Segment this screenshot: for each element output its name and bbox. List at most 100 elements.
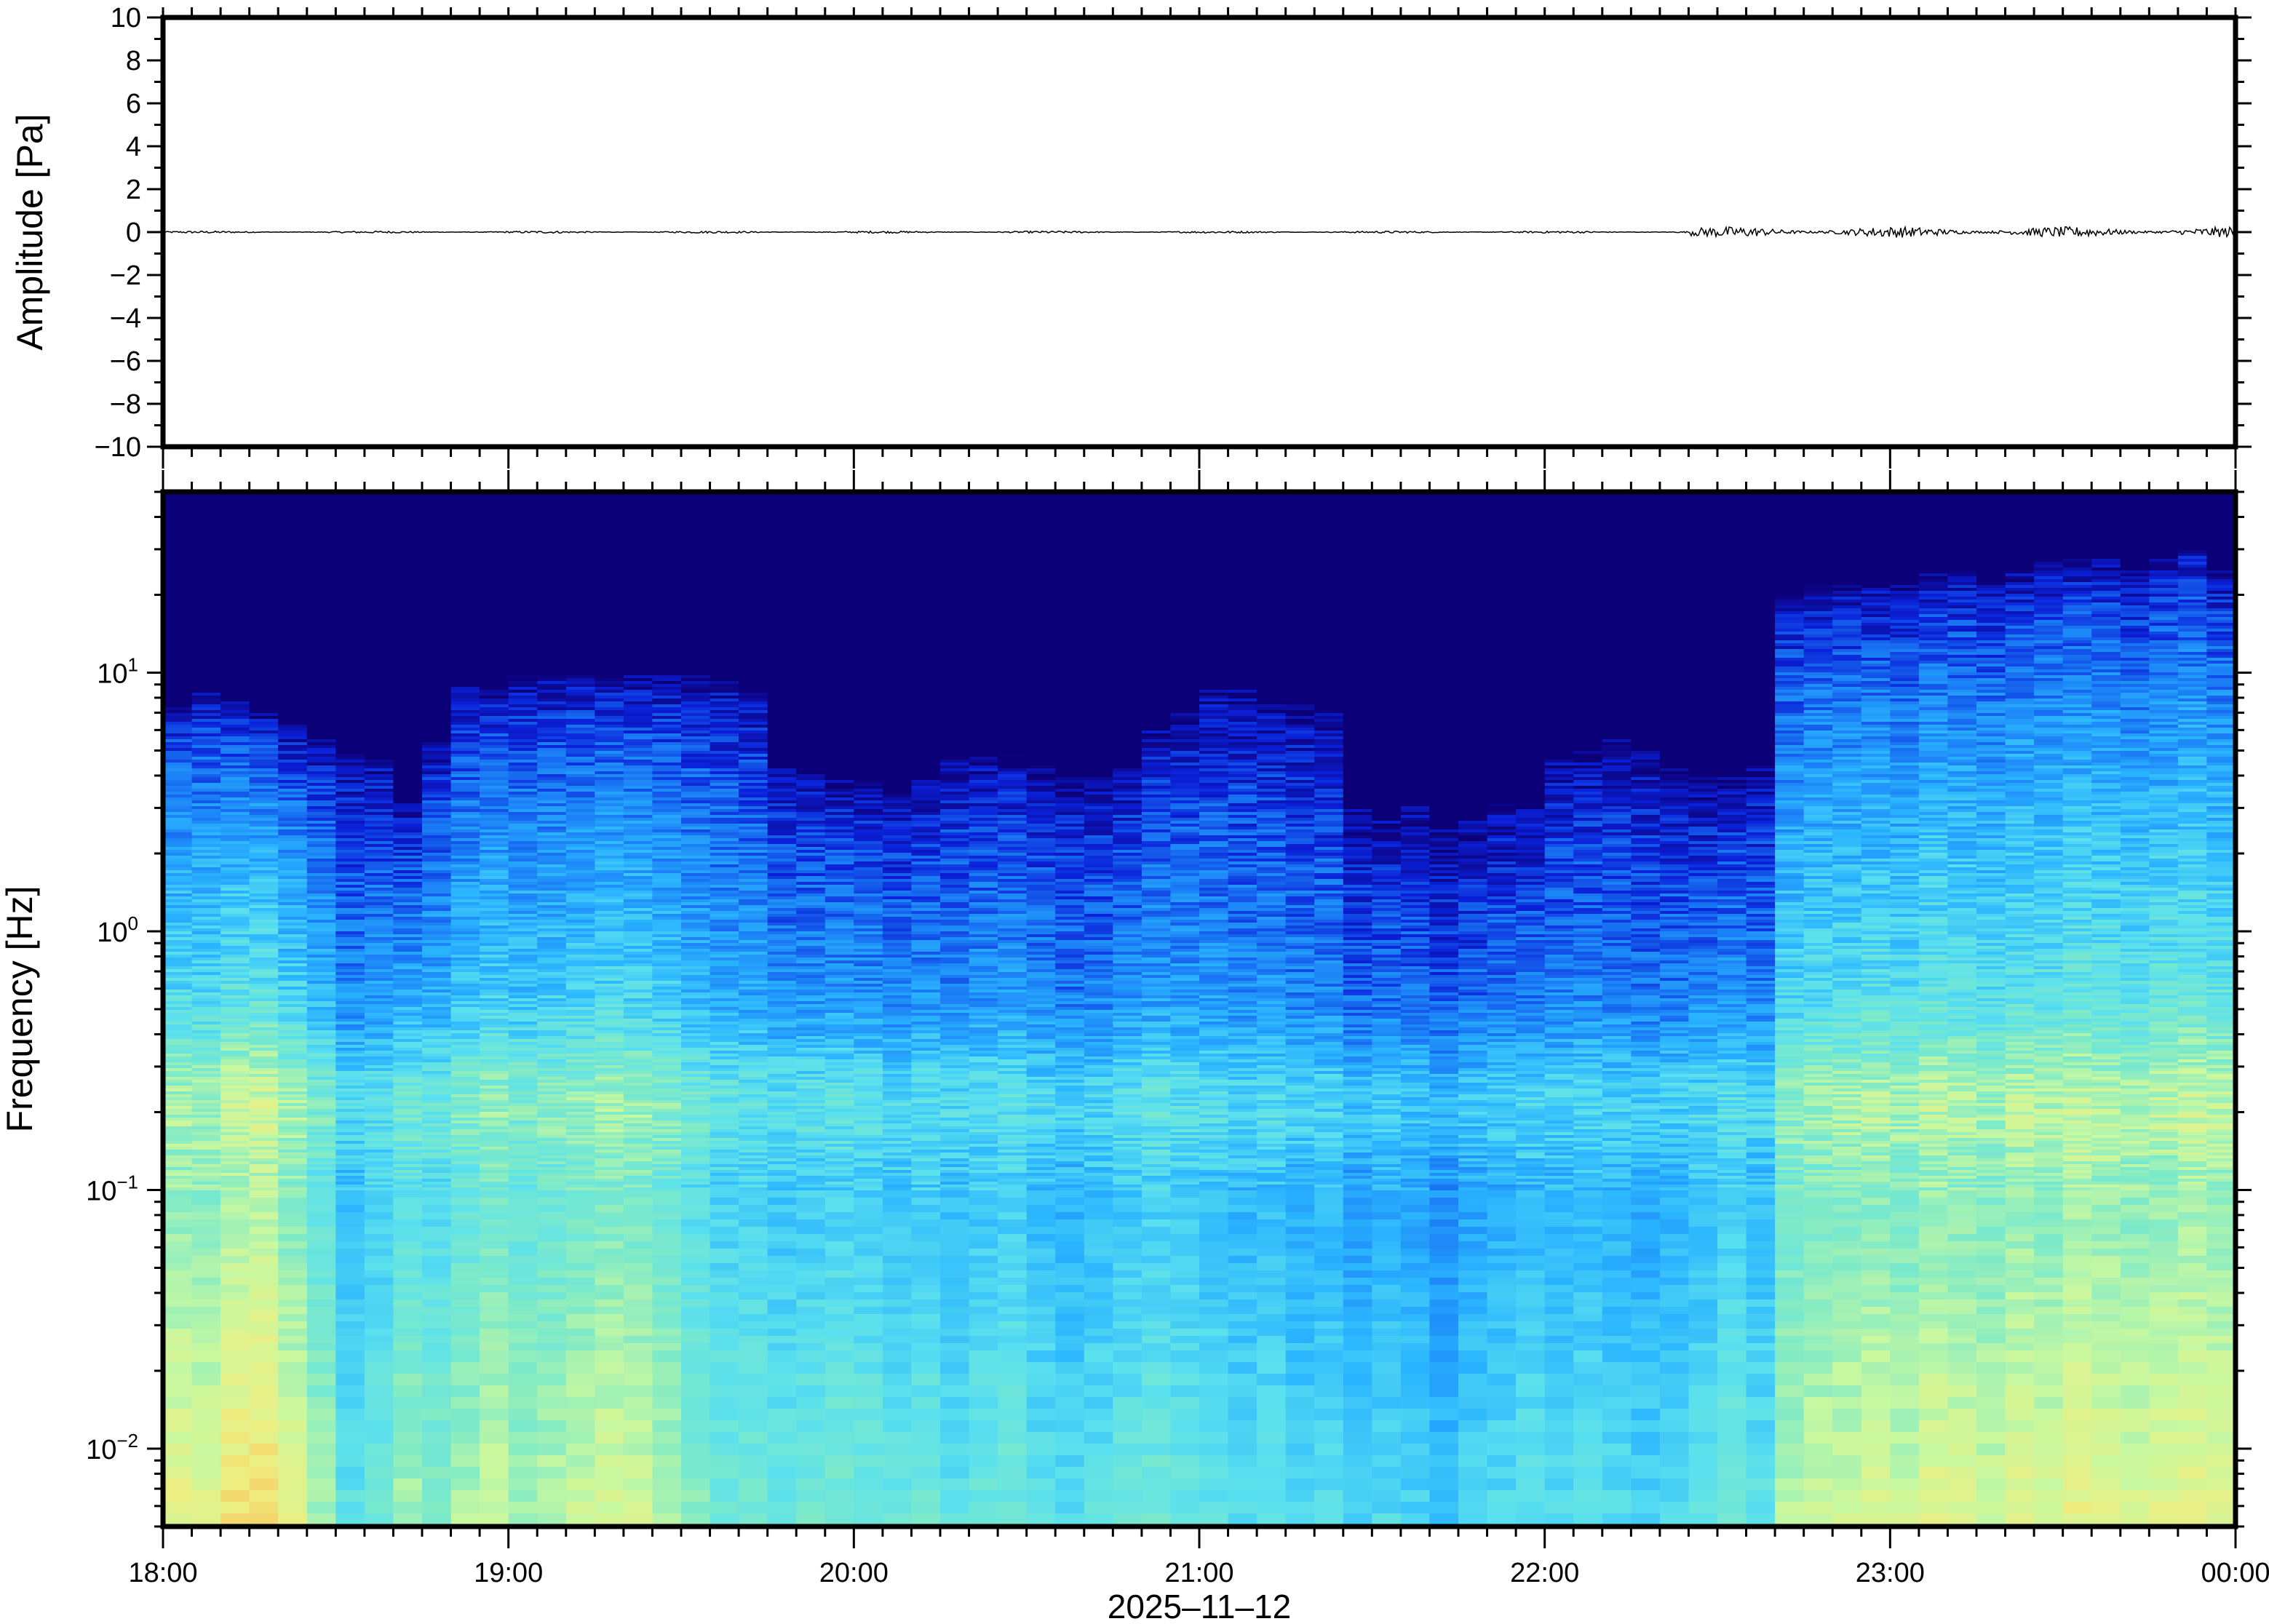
heatmap-cell [249,1123,279,1127]
heatmap-cell [306,579,336,583]
heatmap-cell [306,553,336,557]
heatmap-cell [565,1048,595,1051]
heatmap-cell [537,963,567,967]
heatmap-cell [565,763,595,766]
heatmap-cell [623,777,653,781]
heatmap-cell [623,795,653,798]
heatmap-cell [163,1036,193,1040]
heatmap-cell [220,1321,250,1329]
heatmap-cell [537,1039,567,1043]
heatmap-cell [508,501,538,504]
heatmap-cell [335,1256,365,1264]
heatmap-cell [595,1150,624,1153]
heatmap-cell [220,1138,250,1142]
heatmap-cell [480,827,509,830]
heatmap-cell [335,684,365,688]
heatmap-cell [191,495,221,498]
heatmap-cell [480,503,509,507]
heatmap-cell [364,1135,394,1139]
heatmap-cell [450,1170,480,1174]
heatmap-cell [450,760,480,763]
heatmap-cell [278,1051,308,1054]
heatmap-cell [393,809,423,813]
heatmap-cell [537,1141,567,1145]
heatmap-cell [220,1077,250,1080]
heatmap-cell [623,975,653,979]
heatmap-cell [565,1278,595,1286]
heatmap-cell [565,608,595,612]
heatmap-cell [364,594,394,597]
heatmap-cell [364,995,394,999]
heatmap-cell [163,1336,193,1344]
heatmap-cell [249,937,279,941]
heatmap-cell [450,550,480,554]
heatmap-cell [249,1321,279,1329]
heatmap-cell [335,678,365,682]
heatmap-cell [537,771,567,775]
heatmap-cell [220,838,250,842]
heatmap-cell [220,783,250,787]
heatmap-cell [393,588,423,592]
heatmap-cell [278,754,308,757]
heatmap-cell [508,969,538,973]
heatmap-cell [623,710,653,714]
heatmap-cell [249,1205,279,1213]
heatmap-cell [595,978,624,982]
heatmap-cell [450,1080,480,1083]
heatmap-cell [335,1004,365,1008]
heatmap-cell [565,1362,595,1374]
heatmap-cell [220,1001,250,1005]
heatmap-cell [335,1167,365,1171]
heatmap-cell [565,553,595,557]
heatmap-cell [364,637,394,641]
heatmap-cell [306,1478,336,1491]
heatmap-cell [595,896,624,900]
heatmap-cell [163,1088,193,1092]
heatmap-cell [537,1155,567,1159]
heatmap-cell [595,1141,624,1145]
heatmap-cell [565,926,595,929]
heatmap-cell [508,765,538,769]
heatmap-cell [565,518,595,522]
heatmap-cell [565,588,595,592]
heatmap-cell [249,704,279,708]
heatmap-cell [306,626,336,629]
heatmap-cell [623,1362,653,1374]
heatmap-cell [249,1173,279,1177]
heatmap-cell [249,515,279,519]
heatmap-cell [278,812,308,816]
heatmap-cell [306,1042,336,1046]
heatmap-cell [278,905,308,909]
heatmap-cell [595,902,624,906]
heatmap-cell [249,1056,279,1060]
heatmap-cell [220,678,250,682]
heatmap-cell [335,620,365,624]
heatmap-cell [220,1167,250,1171]
heatmap-cell [191,1106,221,1110]
heatmap-cell [249,594,279,597]
heatmap-cell [306,536,336,539]
heatmap-cell [306,713,336,717]
heatmap-cell [565,1056,595,1060]
heatmap-cell [565,538,595,542]
heatmap-cell [565,1109,595,1112]
heatmap-cell [508,1513,538,1526]
heatmap-cell [220,1397,250,1409]
heatmap-cell [595,975,624,979]
heatmap-cell [623,556,653,560]
heatmap-cell [335,1343,365,1351]
heatmap-cell [508,672,538,676]
heatmap-cell [306,632,336,635]
heatmap-cell [422,617,452,621]
heatmap-cell [623,512,653,516]
heatmap-cell [163,966,193,970]
heatmap-cell [278,806,308,810]
heatmap-cell [220,1010,250,1014]
heatmap-cell [335,664,365,667]
heatmap-cell [595,774,624,778]
heatmap-cell [364,666,394,670]
heatmap-cell [480,861,509,865]
heatmap-cell [249,620,279,624]
heatmap-cell [220,934,250,938]
heatmap-cell [595,509,624,513]
